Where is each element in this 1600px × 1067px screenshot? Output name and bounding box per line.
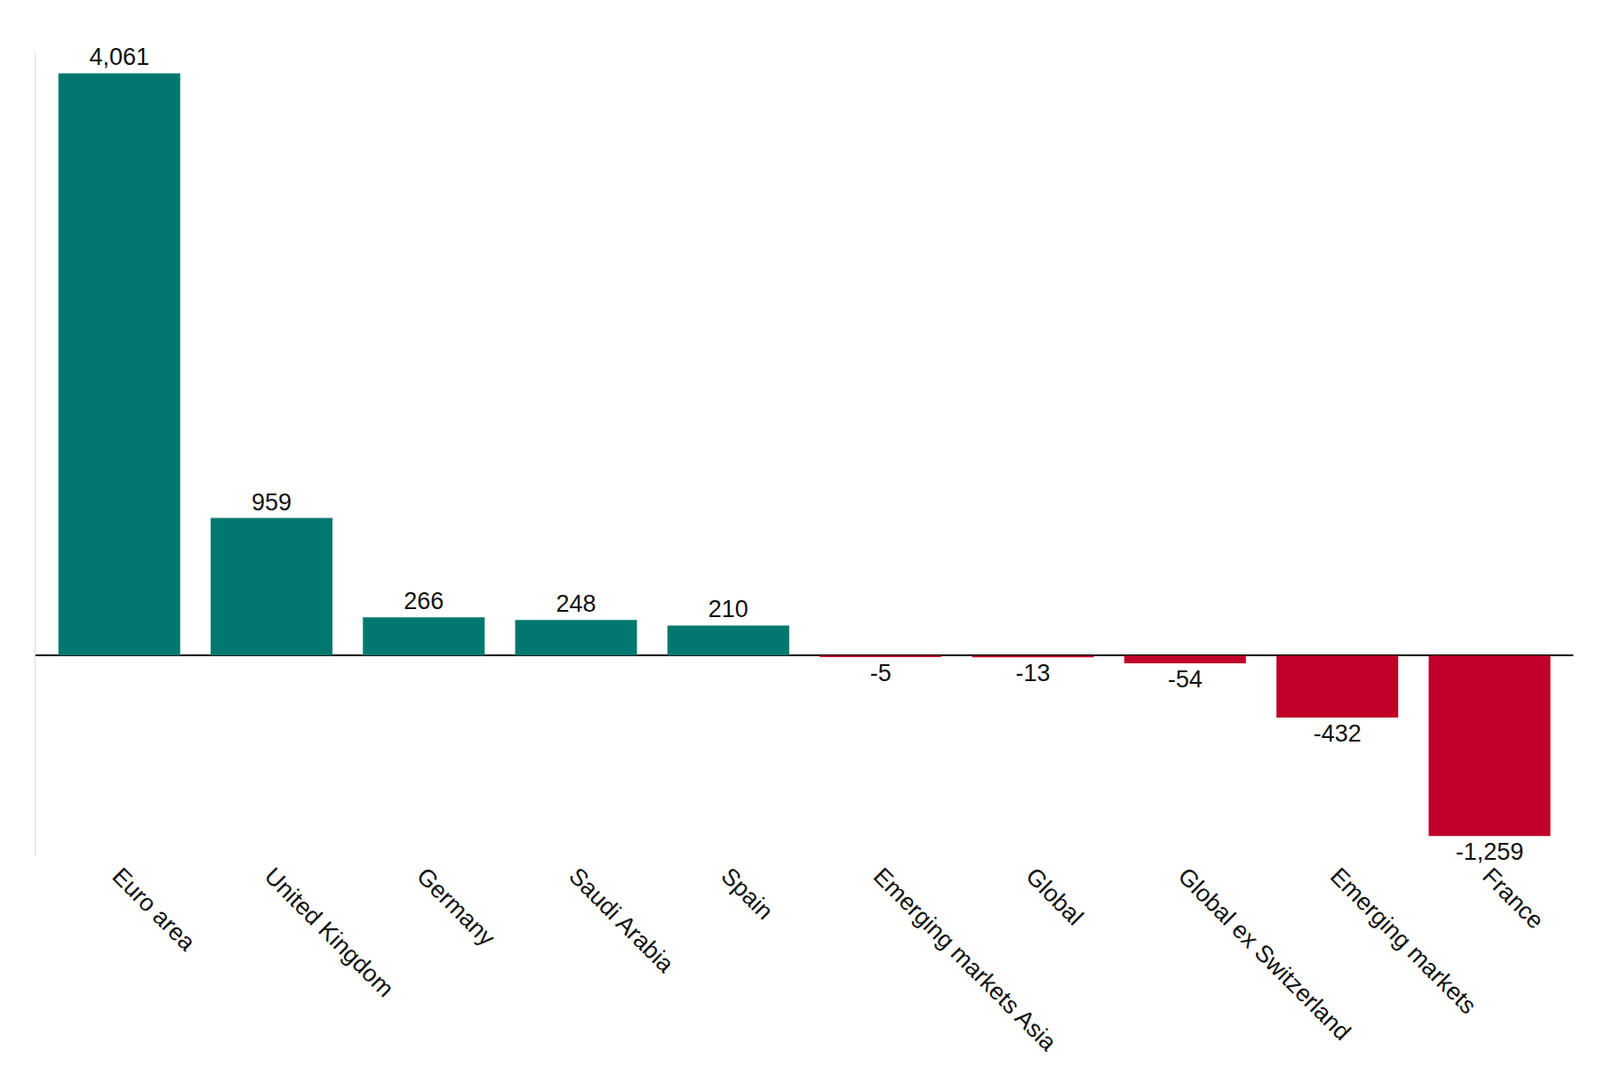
svg-text:-5: -5 [870,659,892,687]
svg-text:Global ex Switzerland: Global ex Switzerland [1172,862,1356,1046]
svg-text:959: 959 [251,488,292,516]
svg-text:Spain: Spain [716,862,779,925]
svg-text:France: France [1477,862,1550,935]
svg-text:Global: Global [1020,862,1088,930]
svg-text:248: 248 [556,590,597,617]
svg-text:Emerging markets: Emerging markets [1325,862,1482,1019]
svg-text:210: 210 [708,595,749,623]
svg-text:Euro area: Euro area [106,862,201,957]
svg-text:4,061: 4,061 [88,43,150,71]
svg-text:266: 266 [403,587,444,615]
svg-text:-54: -54 [1168,665,1203,693]
svg-text:-1,259: -1,259 [1456,838,1525,865]
svg-text:Germany: Germany [411,862,501,952]
svg-text:Saudi Arabia: Saudi Arabia [563,862,680,978]
svg-text:-432: -432 [1312,720,1361,747]
svg-text:-13: -13 [1015,659,1050,687]
svg-text:United Kingdom: United Kingdom [259,862,400,1002]
svg-text:Emerging markets Asia: Emerging markets Asia [868,862,1063,1056]
